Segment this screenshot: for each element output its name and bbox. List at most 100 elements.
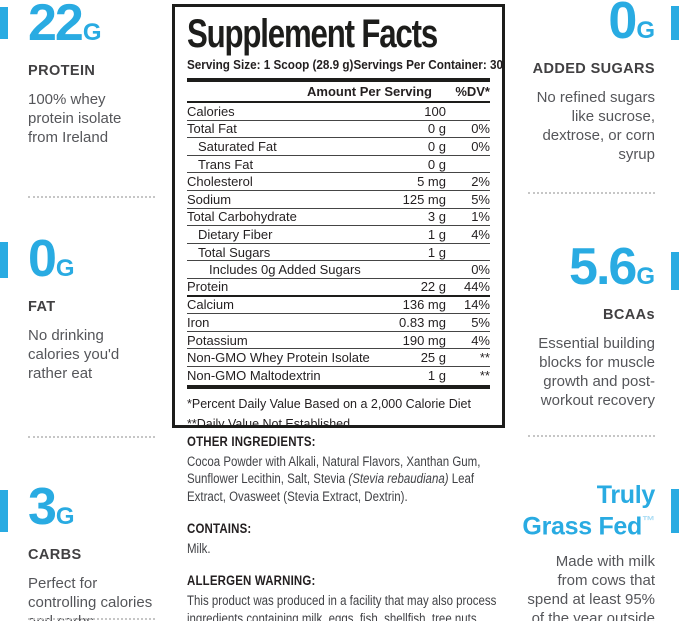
nutrient-amount: 5 mg <box>417 174 446 190</box>
carbs-stat-block: 3G CARBS Perfect for controlling calorie… <box>28 481 176 621</box>
stat-unit: G <box>636 263 655 290</box>
nutrient-amount: 1 g <box>427 226 446 242</box>
fat-label: FAT <box>28 299 56 315</box>
thick-rule <box>187 384 490 389</box>
divider-dotted <box>528 435 655 437</box>
footnote-not-established: **Daily Value Not Established <box>187 416 351 428</box>
nutrient-name: Potassium <box>187 332 248 348</box>
facts-column-header: Amount Per Serving %DV* <box>187 82 490 103</box>
fat-description: No drinking calories you'd rather eat <box>28 327 120 382</box>
carbs-value: 3G <box>28 481 176 539</box>
other-ingredients-text: Cocoa Powder with Alkali, Natural Flavor… <box>187 453 510 505</box>
nutrient-dv: 44% <box>463 279 490 295</box>
nutrient-name: Total Carbohydrate <box>187 209 297 225</box>
protein-stat-block: 22G PROTEIN 100% whey protein isolate fr… <box>28 0 176 147</box>
contains-text: Milk. <box>187 541 211 557</box>
serving-size: Serving Size: 1 Scoop (28.9 g) <box>187 57 354 72</box>
servings-per-container: Servings Per Container: 30 <box>353 57 504 72</box>
facts-row: Non-GMO Whey Protein Isolate 25 g ** <box>187 349 490 367</box>
dv-header: %DV* <box>455 84 490 99</box>
protein-value: 22G <box>28 0 176 55</box>
carbs-label: CARBS <box>28 547 82 563</box>
serving-info-row: Serving Size: 1 Scoop (28.9 g) Servings … <box>187 57 502 78</box>
truly-grass-fed-title: Truly Grass Fed™ <box>503 482 655 539</box>
facts-row: Cholesterol 5 mg 2% <box>187 173 490 191</box>
allergen-warning-text: This product was produced in a facility … <box>187 593 497 621</box>
nutrient-name: Saturated Fat <box>198 138 277 154</box>
facts-row: Includes 0g Added Sugars 0% <box>187 261 490 279</box>
accent-bar-protein <box>0 7 8 39</box>
nutrient-dv: 5% <box>471 314 490 330</box>
carbs-description: Perfect for controlling calories and car… <box>28 575 153 621</box>
nutrient-dv: 0% <box>471 138 490 154</box>
divider-dotted <box>28 196 155 198</box>
bcaas-description: Essential building blocks for muscle gro… <box>538 335 655 409</box>
stat-value: 22 <box>28 0 84 52</box>
nutrient-amount: 0 g <box>427 156 446 172</box>
ingredients-text-part1: Cocoa Powder with Alkali, Natural Flavor… <box>187 454 481 487</box>
added-sugars-value: 0G <box>503 0 655 53</box>
nutrient-dv: ** <box>479 350 490 366</box>
nutrient-name: Sodium <box>187 191 232 207</box>
nutrient-amount: 0.83 mg <box>399 314 446 330</box>
nutrient-amount: 3 g <box>427 209 446 225</box>
other-ingredients-label: OTHER INGREDIENTS: <box>187 434 316 449</box>
facts-row: Trans Fat 0 g <box>187 156 490 174</box>
facts-row: Total Sugars 1 g <box>187 244 490 262</box>
facts-footnotes: *Percent Daily Value Based on a 2,000 Ca… <box>187 389 490 428</box>
accent-bar-grass-fed <box>671 489 679 533</box>
nutrient-dv: 14% <box>463 297 490 313</box>
thick-rule <box>187 78 490 82</box>
stat-unit: G <box>55 255 75 282</box>
added-sugars-label: ADDED SUGARS <box>532 61 655 77</box>
fat-value: 0G <box>28 233 176 291</box>
nutrient-amount: 22 g <box>420 279 446 295</box>
nutrient-amount: 100 <box>424 103 446 119</box>
panel-title: Supplement Facts <box>187 12 438 56</box>
facts-row: Calories 100 <box>187 103 490 121</box>
nutrient-dv: 0% <box>471 262 490 278</box>
facts-rows: Calories 100 Total Fat 0 g 0% Saturated … <box>187 103 490 385</box>
stat-value: 5.6 <box>569 238 637 296</box>
ingredients-latin-name: (Stevia rebaudiana) <box>348 471 449 487</box>
stat-value: 0 <box>608 0 637 50</box>
nutrient-name: Includes 0g Added Sugars <box>209 262 361 278</box>
nutrient-dv: 5% <box>471 191 490 207</box>
accent-bar-fat <box>0 242 8 278</box>
bcaas-label: BCAAs <box>603 307 655 323</box>
grass-fed-description: Made with milk from cows that spend at l… <box>527 553 655 621</box>
stat-unit: G <box>82 19 102 46</box>
protein-description: 100% whey protein isolate from Ireland <box>28 91 122 146</box>
bcaas-value: 5.6G <box>503 241 655 299</box>
accent-bar-added-sugars <box>671 6 679 40</box>
protein-label: PROTEIN <box>28 63 96 79</box>
facts-row: Potassium 190 mg 4% <box>187 332 490 350</box>
nutrient-name: Iron <box>187 314 210 330</box>
nutrient-name: Calories <box>187 103 235 119</box>
trademark-symbol: ™ <box>642 513 655 528</box>
nutrient-amount: 1 g <box>427 368 446 384</box>
divider-dotted <box>528 192 655 194</box>
stat-unit: G <box>55 503 75 530</box>
stat-value: 0 <box>28 230 57 288</box>
nutrient-name: Cholesterol <box>187 174 253 190</box>
facts-row: Total Fat 0 g 0% <box>187 121 490 139</box>
footnote-daily-value: *Percent Daily Value Based on a 2,000 Ca… <box>187 396 471 411</box>
nutrient-dv: 4% <box>471 226 490 242</box>
ingredients-text-part2: Leaf Extract, Ovasweet (Stevia Extract, … <box>187 471 475 504</box>
nutrient-name: Non-GMO Whey Protein Isolate <box>187 350 370 366</box>
stat-value: 3 <box>28 478 57 536</box>
nutrient-name: Trans Fat <box>198 156 254 172</box>
facts-row: Saturated Fat 0 g 0% <box>187 138 490 156</box>
stat-unit: G <box>636 17 655 44</box>
accent-bar-carbs <box>0 490 8 532</box>
nutrient-name: Dietary Fiber <box>198 226 273 242</box>
grass-fed-text: Truly Grass Fed <box>522 481 655 541</box>
nutrient-name: Protein <box>187 279 229 295</box>
added-sugars-stat-block: 0G ADDED SUGARS No refined sugars like s… <box>503 0 655 164</box>
facts-row: Calcium 136 mg 14% <box>187 297 490 315</box>
nutrient-amount: 190 mg <box>402 332 446 348</box>
nutrient-amount: 125 mg <box>402 191 446 207</box>
details-section: OTHER INGREDIENTS: Cocoa Powder with Alk… <box>187 433 510 621</box>
facts-row: Total Carbohydrate 3 g 1% <box>187 209 490 227</box>
